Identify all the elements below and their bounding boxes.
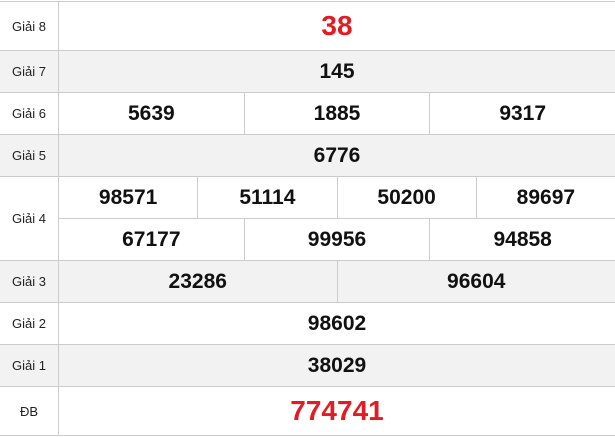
prize-number: 5639 xyxy=(127,101,175,125)
prize-row-4: Giải 4 98571 51114 50200 89697 67177 999… xyxy=(0,177,615,261)
prize-number: 98571 xyxy=(98,185,158,209)
prize-row-special: ĐB 774741 xyxy=(0,387,615,436)
prize-number: 1885 xyxy=(243,93,430,134)
prize-number: 98602 xyxy=(307,311,367,335)
prize-number: 99956 xyxy=(243,219,430,260)
prize-number: 89697 xyxy=(475,177,615,218)
prize-label: Giải 3 xyxy=(0,261,59,302)
prize-row-6: Giải 6 5639 1885 9317 xyxy=(0,93,615,135)
prize-number: 38 xyxy=(321,10,353,41)
prize-row-5: Giải 5 6776 xyxy=(0,135,615,177)
prize-row-2: Giải 2 98602 xyxy=(0,303,615,345)
prize-number: 23286 xyxy=(168,269,227,293)
prize-number: 94858 xyxy=(429,219,615,260)
prize-label: Giải 7 xyxy=(0,51,59,92)
prize-number: 67177 xyxy=(122,227,181,251)
prize-row-1: Giải 1 38029 xyxy=(0,345,615,387)
prize-label: Giải 4 xyxy=(0,177,59,260)
prize-label: Giải 2 xyxy=(0,303,59,344)
prize-row-3: Giải 3 23286 96604 xyxy=(0,261,615,303)
prize-number: 9317 xyxy=(429,93,615,134)
prize-number: 38029 xyxy=(307,353,367,377)
special-prize-number: 774741 xyxy=(290,395,384,426)
prize-number: 96604 xyxy=(336,261,615,302)
prize-row-8: Giải 8 38 xyxy=(0,2,615,51)
prize-number: 145 xyxy=(319,59,355,83)
prize-number: 6776 xyxy=(313,143,361,167)
prize-row-7: Giải 7 145 xyxy=(0,51,615,93)
prize-label: Giải 5 xyxy=(0,135,59,176)
prize-label: ĐB xyxy=(0,387,59,435)
prize-label: Giải 8 xyxy=(0,2,59,50)
prize-number: 51114 xyxy=(197,177,336,218)
prize-label: Giải 6 xyxy=(0,93,59,134)
prize-number: 50200 xyxy=(336,177,476,218)
prize-label: Giải 1 xyxy=(0,345,59,386)
